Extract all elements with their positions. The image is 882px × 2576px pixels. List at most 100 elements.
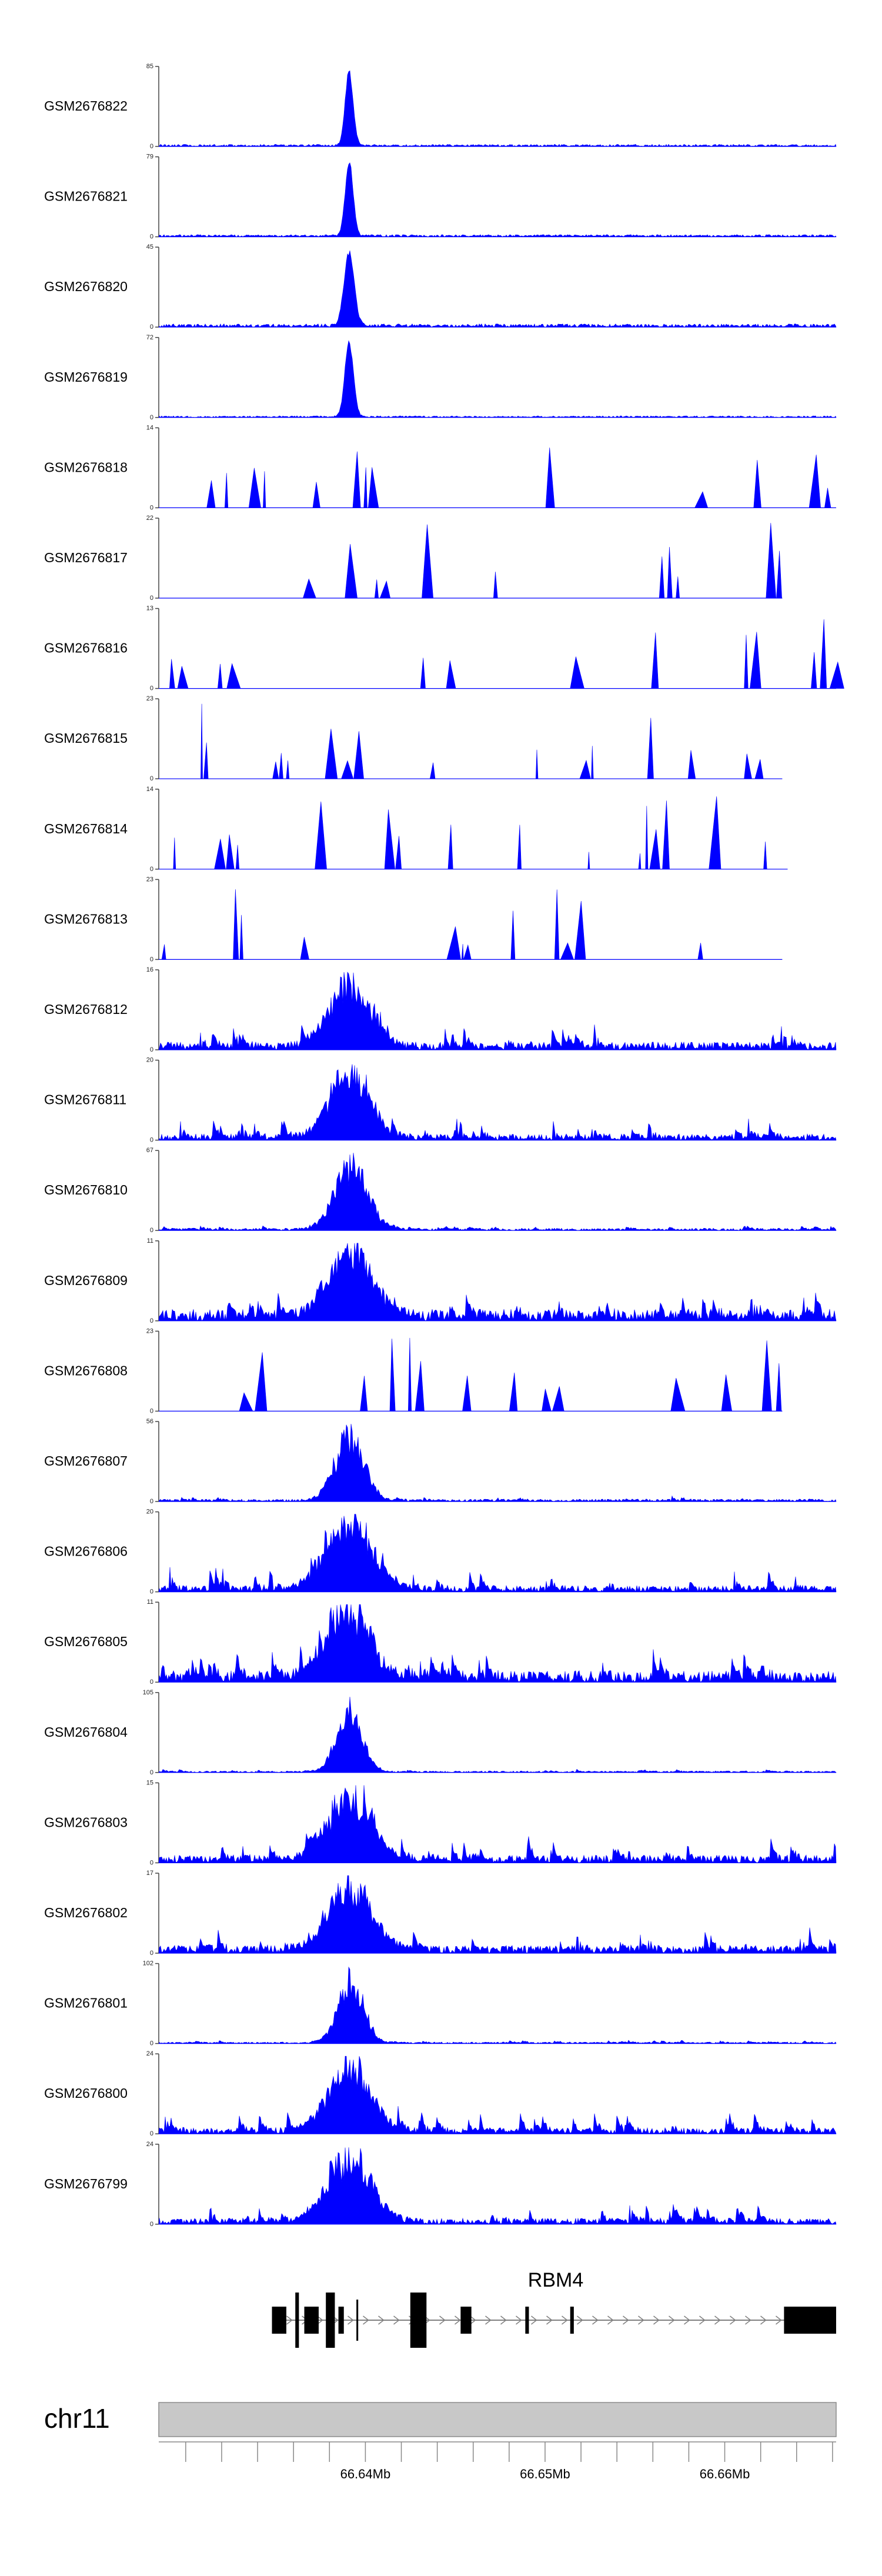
- track-GSM2676804: GSM2676804 105 0: [44, 1689, 837, 1776]
- track-label: GSM2676811: [44, 1092, 126, 1107]
- coverage-area-GSM2676821: [158, 162, 837, 238]
- strand-arrow: [760, 2315, 767, 2325]
- strand-arrow: [286, 2315, 293, 2325]
- coverage-area-GSM2676820: [158, 251, 837, 328]
- strand-arrow: [577, 2315, 583, 2325]
- strand-arrow: [378, 2315, 385, 2325]
- track-GSM2676809: GSM2676809 11 0: [44, 1237, 837, 1324]
- strand-arrow: [531, 2315, 537, 2325]
- track-label: GSM2676802: [44, 1905, 128, 1920]
- exon: [304, 2307, 319, 2334]
- y-tick-label-max: 102: [143, 1960, 153, 1967]
- track-GSM2676816: GSM2676816 13 0: [44, 605, 844, 692]
- track-GSM2676808: GSM2676808 23 0: [44, 1327, 783, 1414]
- exon: [460, 2307, 472, 2334]
- y-tick-label-max: 11: [147, 1237, 153, 1244]
- coverage-area-GSM2676803: [158, 1785, 837, 1864]
- track-label: GSM2676807: [44, 1453, 128, 1469]
- y-tick-label-zero: 0: [150, 1407, 153, 1414]
- strand-arrow: [516, 2315, 522, 2325]
- track-label: GSM2676814: [44, 821, 128, 836]
- track-GSM2676817: GSM2676817 22 0: [44, 515, 783, 602]
- exon: [525, 2307, 529, 2334]
- exon: [338, 2307, 344, 2334]
- coverage-area-GSM2676816: [159, 619, 844, 689]
- gene-track: RBM4: [272, 2269, 836, 2348]
- track-GSM2676812: GSM2676812 16 0: [44, 966, 837, 1053]
- track-GSM2676800: GSM2676800 24 0: [44, 2050, 837, 2137]
- strand-arrow: [393, 2315, 400, 2325]
- exon: [295, 2293, 299, 2348]
- y-tick-label-max: 23: [146, 695, 153, 702]
- y-tick-label-zero: 0: [150, 414, 153, 421]
- y-tick-label-max: 24: [146, 2050, 153, 2057]
- gene-name: RBM4: [528, 2269, 583, 2291]
- strand-arrow: [500, 2315, 507, 2325]
- track-label: GSM2676801: [44, 1996, 128, 2011]
- data-tracks: GSM2676822850GSM2676821790GSM2676820450G…: [44, 63, 844, 2228]
- track-label: GSM2676813: [44, 911, 128, 926]
- y-tick-label-max: 14: [146, 424, 153, 431]
- track-GSM2676820: GSM2676820 45 0: [44, 243, 837, 331]
- track-label: GSM2676820: [44, 279, 128, 294]
- strand-arrow: [546, 2315, 553, 2325]
- y-tick-label-zero: 0: [150, 2040, 153, 2047]
- coverage-area-GSM2676804: [158, 1697, 837, 1773]
- track-label: GSM2676819: [44, 369, 128, 385]
- strand-arrow: [470, 2315, 476, 2325]
- y-tick-label-max: 72: [146, 334, 153, 341]
- y-tick-label-max: 79: [146, 154, 153, 161]
- strand-arrow: [776, 2315, 782, 2325]
- track-GSM2676807: GSM2676807 56 0: [44, 1418, 837, 1505]
- y-tick-label-max: 23: [146, 876, 153, 883]
- y-tick-label-zero: 0: [150, 1227, 153, 1234]
- coverage-area-GSM2676819: [158, 340, 837, 418]
- y-tick-label-zero: 0: [150, 233, 153, 241]
- track-GSM2676819: GSM2676819 72 0: [44, 334, 837, 421]
- coverage-area-GSM2676801: [158, 1966, 837, 2044]
- track-label: GSM2676817: [44, 550, 128, 565]
- y-tick-label-zero: 0: [150, 956, 153, 963]
- strand-arrow: [699, 2315, 706, 2325]
- track-label: GSM2676810: [44, 1182, 128, 1197]
- y-tick-label-zero: 0: [150, 685, 153, 692]
- y-tick-label-zero: 0: [150, 775, 153, 782]
- y-tick-label-zero: 0: [150, 1859, 153, 1866]
- y-tick-label-max: 67: [146, 1147, 153, 1154]
- track-GSM2676814: GSM2676814 14 0: [44, 786, 788, 873]
- track-GSM2676799: GSM2676799 24 0: [44, 2141, 837, 2228]
- y-tick-label-max: 23: [146, 1327, 153, 1334]
- y-tick-label-zero: 0: [150, 1769, 153, 1776]
- coverage-area-GSM2676815: [159, 703, 783, 779]
- coverage-area-GSM2676817: [159, 523, 783, 599]
- strand-arrow: [623, 2315, 629, 2325]
- coverage-area-GSM2676799: [158, 2147, 837, 2225]
- coverage-area-GSM2676805: [158, 1604, 837, 1683]
- track-GSM2676822: GSM2676822 85 0: [44, 63, 837, 150]
- coverage-area-GSM2676814: [159, 796, 788, 870]
- coverage-area-GSM2676807: [158, 1423, 837, 1502]
- strand-arrow: [607, 2315, 614, 2325]
- exon: [272, 2307, 286, 2334]
- strand-arrow: [669, 2315, 675, 2325]
- y-tick-label-zero: 0: [150, 2221, 153, 2228]
- y-tick-label-zero: 0: [150, 1046, 153, 1053]
- y-tick-label-zero: 0: [150, 1950, 153, 1957]
- track-label: GSM2676804: [44, 1724, 128, 1740]
- strand-arrow: [684, 2315, 690, 2325]
- y-tick-label-max: 56: [146, 1418, 153, 1425]
- y-tick-label-max: 105: [143, 1689, 153, 1696]
- y-tick-label-zero: 0: [150, 595, 153, 602]
- strand-arrow: [317, 2315, 323, 2325]
- coverage-area-GSM2676806: [158, 1514, 837, 1593]
- coverage-area-GSM2676809: [158, 1243, 837, 1322]
- strand-arrow: [363, 2315, 369, 2325]
- track-GSM2676806: GSM2676806 20 0: [44, 1509, 837, 1596]
- track-label: GSM2676799: [44, 2176, 128, 2191]
- track-GSM2676821: GSM2676821 79 0: [44, 154, 837, 241]
- coverage-area-GSM2676808: [159, 1337, 783, 1412]
- track-GSM2676805: GSM2676805 11 0: [44, 1599, 837, 1686]
- strand-arrow: [638, 2315, 644, 2325]
- track-GSM2676801: GSM2676801 102 0: [44, 1960, 837, 2047]
